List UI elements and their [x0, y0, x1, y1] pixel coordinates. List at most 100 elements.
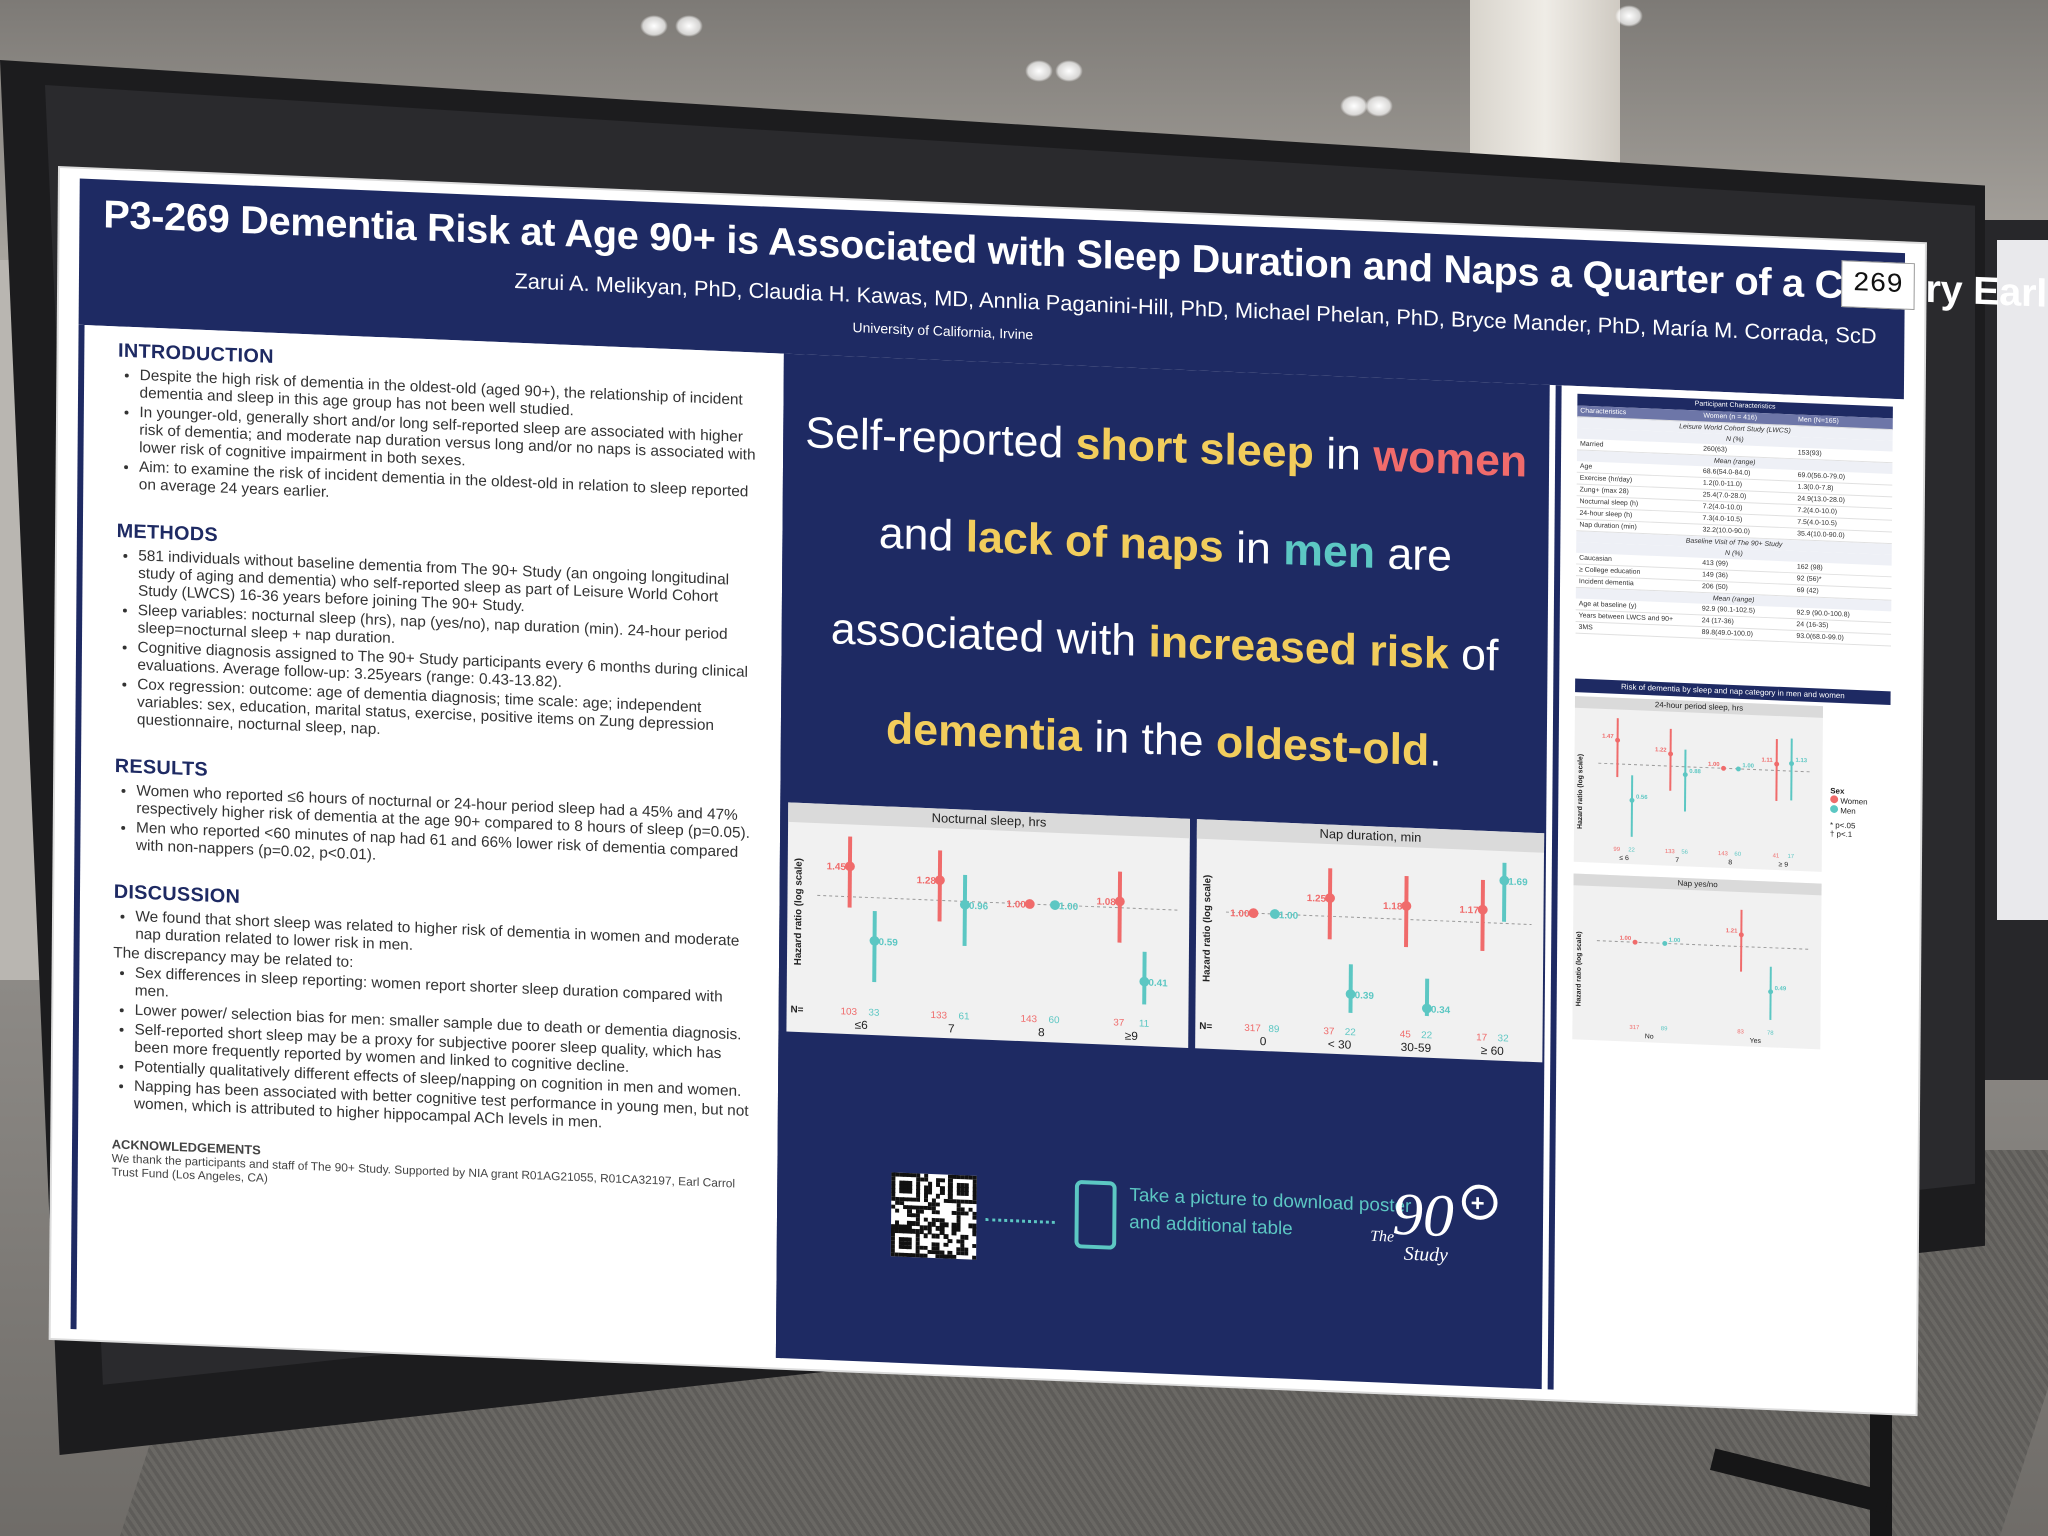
sample-size-label: 60 [1734, 852, 1741, 858]
discussion-sublist: Sex differences in sleep reporting: wome… [112, 964, 757, 1138]
data-label: 1.69 [1508, 877, 1528, 889]
chart-legend: Sex Women Men * p<.05 † p<.1 [1830, 786, 1868, 839]
logo-number: 90 [1392, 1181, 1454, 1250]
data-point [1049, 900, 1060, 910]
data-point [1477, 904, 1488, 915]
data-label: 0.49 [1775, 986, 1787, 992]
data-point [1499, 875, 1510, 886]
qr-code[interactable] [890, 1172, 978, 1261]
data-label: 1.25 [1307, 893, 1327, 905]
y-axis-label: Hazard ratio (log scale) [1575, 931, 1583, 1006]
sample-size-label: 32 [1498, 1033, 1509, 1044]
data-label: 1.00 [1669, 938, 1681, 944]
sample-size-label: 133 [1665, 849, 1676, 855]
methods-list: 581 individuals without baseline dementi… [115, 547, 760, 755]
sample-size-label: 89 [1268, 1024, 1279, 1035]
data-point [1721, 765, 1727, 771]
sample-size-label: 99 [1613, 847, 1620, 853]
nocturnal-sleep-chart: Nocturnal sleep, hrs Hazard ratio (log sc… [786, 802, 1191, 1048]
sample-size-label: 56 [1681, 850, 1688, 856]
data-point [1768, 989, 1774, 995]
x-tick-label: No [1645, 1033, 1654, 1040]
data-point [1662, 940, 1668, 946]
y-axis-label: Hazard ratio (log scale) [793, 858, 805, 966]
x-tick-label: 8 [1038, 1025, 1045, 1039]
poster-wrap: P3-269 Dementia Risk at Age 90+ is Assoc… [50, 168, 2048, 1415]
headline-text: in [1313, 427, 1374, 481]
x-tick-label: 8 [1728, 859, 1732, 866]
acknowledgements-text: We thank the participants and staff of T… [111, 1151, 736, 1191]
nap-yes-no-chart: Nap yes/no Hazard ratio (log scale) No 1.00… [1572, 873, 1822, 1050]
logo-study: Study [1404, 1243, 1448, 1267]
chart-plot: Hazard ratio (log scale) ≤6 1.45 103 0.59 33 7… [791, 836, 1178, 1043]
legend-dot [1830, 804, 1839, 814]
data-point [1632, 939, 1638, 945]
data-point [1114, 896, 1125, 907]
headline-highlight: oldest-old [1215, 716, 1430, 775]
data-label: 1.08 [1096, 896, 1116, 908]
sample-size-label: 143 [1718, 851, 1729, 857]
data-point [1401, 901, 1412, 911]
ceiling-light [1340, 95, 1368, 117]
key-finding-headline: Self-reported short sleep in women and l… [781, 383, 1550, 804]
x-tick-label: 7 [1675, 857, 1679, 864]
ceiling-light [1615, 5, 1643, 27]
headline-text: in [1223, 521, 1284, 574]
chart-plot: Hazard ratio (log scale) 0 1.00 317 1.00 89 < … [1199, 862, 1532, 1058]
data-label: 1.21 [1726, 928, 1738, 934]
the-90-plus-study-logo: 90 + The Study [1362, 1172, 1512, 1276]
sample-size-label: 143 [1020, 1014, 1037, 1026]
chart-plot: Hazard ratio (log scale) No 1.00 317 1.00 89 Y… [1575, 909, 1810, 1045]
headline-women: women [1373, 430, 1528, 487]
headline-text: and [878, 507, 966, 561]
data-label: 1.00 [1059, 901, 1079, 913]
y-axis-label: Hazard ratio (log scale) [1201, 875, 1213, 983]
sample-size-label: 83 [1737, 1029, 1744, 1035]
24h-sleep-chart: 24-hour period sleep, hrs Hazard ratio (l… [1573, 696, 1824, 872]
data-label: 1.17 [1459, 905, 1479, 917]
legend-item-men: Men [1830, 804, 1867, 816]
legend-dot [1830, 795, 1839, 804]
error-bar [1327, 868, 1333, 940]
download-line: and additional table [1129, 1212, 1293, 1240]
x-tick-label: ≥9 [1125, 1029, 1138, 1043]
board-number-tag: 269 [1841, 260, 1915, 311]
data-label: 0.56 [1636, 795, 1648, 801]
data-label: 0.88 [1689, 769, 1701, 775]
data-label: 1.11 [1761, 758, 1773, 764]
legend-note: † p<.1 [1829, 829, 1853, 840]
sample-size-label: 45 [1400, 1029, 1412, 1040]
data-point [1615, 737, 1621, 743]
left-column: INTRODUCTION Despite the high risk of de… [70, 324, 790, 1359]
sample-size-label: 317 [1244, 1023, 1261, 1035]
error-bar [1480, 879, 1485, 951]
sample-size-label: 133 [930, 1010, 947, 1022]
data-point [844, 861, 855, 872]
x-tick-label: < 30 [1328, 1037, 1352, 1052]
data-point [1421, 1003, 1432, 1014]
introduction-list: Despite the high risk of dementia in the… [117, 366, 762, 519]
right-column: Participant Characteristics Characterist… [1547, 385, 1909, 1404]
headline-text: Self-reported [805, 407, 1076, 468]
data-point [1139, 976, 1150, 987]
data-point [869, 935, 880, 946]
data-point [1668, 751, 1674, 757]
headline-text: . [1429, 725, 1442, 776]
x-tick-label: Yes [1750, 1038, 1762, 1045]
ceiling-light [640, 15, 668, 37]
data-label: 0.34 [1431, 1005, 1451, 1017]
headline-highlight: increased risk [1148, 616, 1449, 679]
data-point [934, 875, 945, 886]
x-tick-label: 7 [948, 1021, 955, 1035]
data-point [959, 899, 970, 910]
data-point [1629, 797, 1635, 803]
sample-size-label: 37 [1323, 1026, 1334, 1037]
error-bar [937, 850, 943, 922]
data-label: 1.00 [1279, 910, 1299, 922]
headline-highlight: dementia [885, 703, 1083, 761]
sample-size-label: 17 [1476, 1032, 1487, 1043]
adjacent-board [1985, 220, 2048, 1080]
chart-plot: Hazard ratio (log scale) ≤ 6 1.47 99 0.56 22 7… [1577, 718, 1811, 869]
sample-size-label: 22 [1628, 847, 1635, 853]
sample-size-label: 33 [868, 1007, 880, 1018]
